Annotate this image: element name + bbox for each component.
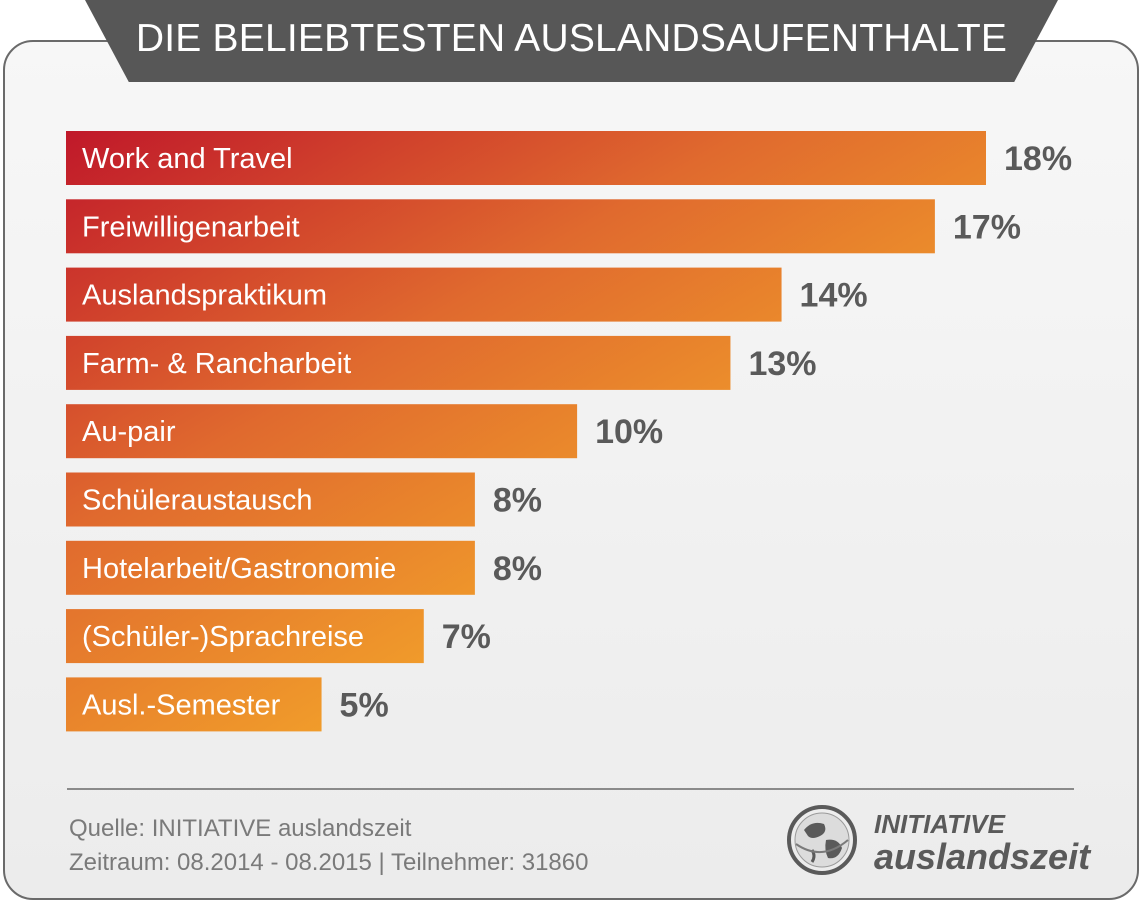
bar-work-and-travel: [66, 131, 986, 185]
bar-farm-rancharbeit: [66, 335, 731, 390]
value-label: 7%: [442, 618, 491, 656]
source-block: Quelle: INITIATIVE auslandszeit Zeitraum…: [69, 812, 588, 880]
globe-icon: [787, 805, 857, 875]
value-label: 17%: [953, 208, 1021, 246]
bar-label: Work and Travel: [82, 143, 293, 175]
value-label: 18%: [1004, 140, 1072, 178]
bar-hotelarbeit-gastronomie: [66, 540, 475, 595]
chart-title: DIE BELIEBTESTEN AUSLANDSAUFENTHALTE: [135, 17, 1008, 60]
bar-label: Freiwilligenarbeit: [82, 211, 300, 243]
value-label: 8%: [493, 482, 542, 520]
bar-schüler-sprachreise: [66, 609, 424, 664]
logo-line2: auslandszeit: [874, 836, 1091, 877]
bar-schüleraustausch: [66, 472, 475, 527]
value-label: 14%: [800, 277, 868, 315]
bar-freiwilligenarbeit: [66, 199, 935, 254]
bar-ausl-semester: [66, 677, 322, 732]
bar-label: Auslandspraktikum: [82, 280, 327, 312]
value-label: 10%: [595, 413, 663, 451]
bar-au-pair: [66, 404, 578, 459]
title-banner: DIE BELIEBTESTEN AUSLANDSAUFENTHALTE: [85, 0, 1058, 82]
bar-label: (Schüler-)Sprachreise: [82, 621, 364, 653]
logo-line1: INITIATIVE: [874, 809, 1005, 839]
bar-label: Schüleraustausch: [82, 485, 313, 517]
bar-label: Au-pair: [82, 416, 176, 448]
bar-label: Ausl.-Semester: [82, 689, 281, 721]
logo-text: INITIATIVE auslandszeit: [874, 810, 1090, 876]
value-label: 5%: [340, 686, 389, 724]
source-text: Quelle: INITIATIVE auslandszeit: [69, 815, 412, 842]
initiative-logo: INITIATIVE auslandszeit: [782, 800, 1090, 880]
bar-label: Farm- & Rancharbeit: [82, 348, 351, 380]
value-label: 13%: [748, 345, 816, 383]
bar-label: Hotelarbeit/Gastronomie: [82, 553, 396, 585]
period-text: Zeitraum: 08.2014 - 08.2015 | Teilnehmer…: [69, 849, 589, 876]
bar-chart: Work and Travel 18% Freiwilligenarbeit 17% A…: [66, 131, 1072, 732]
footer-divider: [67, 788, 1074, 790]
value-label: 8%: [493, 550, 542, 588]
bar-auslandspraktikum: [66, 267, 782, 322]
